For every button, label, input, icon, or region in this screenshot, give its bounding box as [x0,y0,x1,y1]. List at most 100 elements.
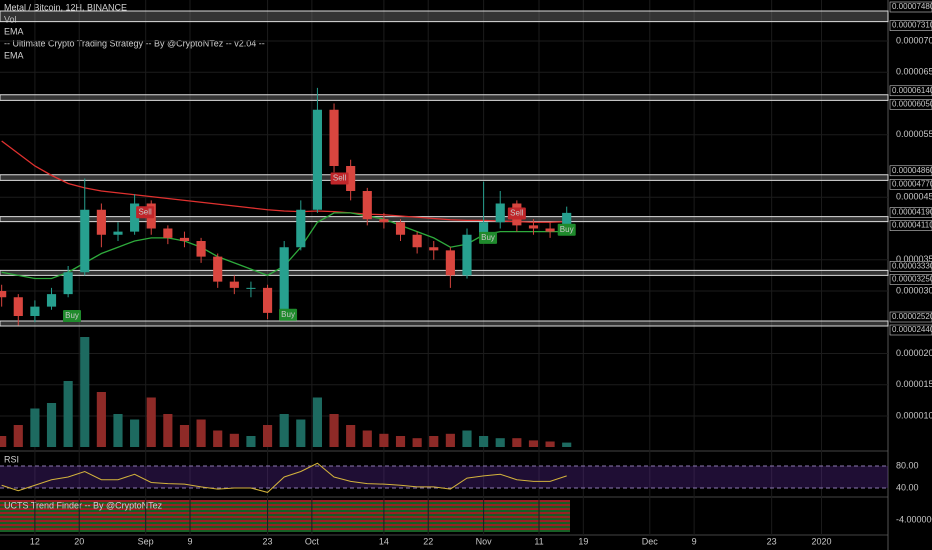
zone-label-box [889,324,932,336]
signal-label: Buy [560,225,574,234]
volume-bar [412,438,422,447]
candle-body [63,272,73,295]
volume-bar [113,414,123,447]
candle-body [13,297,23,316]
x-tick-label: 11 [534,536,543,546]
zone-label: 0.00004110 [892,221,932,230]
signal-box [136,206,155,219]
zone [0,94,889,101]
candle-body [0,291,7,298]
zone-label: 0.00004860 [892,166,932,175]
zone-label: 0.00002520 [892,312,932,321]
volume-bar [130,419,140,447]
zone-label-box [889,165,932,177]
zone-label-box [889,99,932,110]
x-tick-label: Nov [476,536,493,546]
candle-body [163,228,173,238]
y-tick-label: 40.00 [896,482,919,492]
zone [0,320,889,327]
candle-body [279,247,289,313]
volume-bar [30,408,40,447]
volume-bar [229,433,239,447]
volume-bar [196,419,206,447]
volume-bar [395,436,406,447]
signal-label: Buy [481,233,495,242]
candle-body [479,222,489,235]
y-tick-label: 0.00001500 [896,379,932,389]
volume-bar [545,441,555,447]
candle-body [113,231,123,235]
candle-body [46,294,57,307]
zone-label-box [889,261,932,272]
candle-body [362,191,372,220]
x-tick-label: Oct [305,536,320,546]
candle-body [296,209,306,248]
signal-box [479,231,498,244]
volume-bar [562,442,572,447]
volume-bar [429,436,439,447]
x-tick-label: Dec [642,536,659,546]
x-tick-label: 14 [379,536,389,546]
zone-label: 0.00007480 [892,2,932,11]
rsi-band [0,466,888,488]
y-tick-label: 0.00003000 [896,285,932,295]
y-tick-label: -4.00000000 [896,514,932,524]
volume-bar [13,425,23,447]
y-tick-label: 80.00 [896,460,919,470]
zone-label: 0.00006050 [892,99,932,108]
volume-bar [445,433,455,447]
zone-label: 0.00003250 [892,274,932,283]
candle-body [379,219,389,223]
volume-bar [296,419,306,447]
zone-label-box [889,207,932,218]
volume-bar [179,425,190,447]
volume-bar [362,430,372,447]
candle-body [395,222,406,235]
zone-label-box [889,20,932,31]
volume-bar [163,414,173,447]
volume-bar [246,436,256,447]
pane-label: RSI [4,454,19,464]
candle-body [445,250,455,276]
candle-body [528,225,539,229]
pane-label: UCTS Trend Finder -- By @CryptoNTez [4,500,163,510]
y-tick-label: 0.00005500 [896,129,932,139]
legend-entry: EMA [4,50,24,60]
x-tick-label: 9 [188,536,193,546]
x-tick-label: 9 [692,536,697,546]
candle-body [429,247,439,251]
candle-body [130,203,140,232]
x-tick-label: 23 [263,536,273,546]
candle-body [196,241,206,257]
candle-body [246,287,256,289]
zone-label: 0.00003330 [892,261,932,270]
zone-label-box [889,1,932,13]
zone-label: 0.00006140 [892,86,932,95]
x-tick-label: 23 [767,536,777,546]
y-tick-label: 0.00001000 [896,410,932,420]
candle-body [412,234,422,248]
candle-body [213,256,223,282]
volume-bar [262,425,273,447]
candle-body [346,166,356,191]
volume-bar [312,397,322,447]
volume-bar [495,438,505,447]
candle-body [312,109,322,210]
legend-entry: EMA [4,26,24,36]
x-tick-label: 19 [578,536,588,546]
volume-bar [462,430,472,447]
zone [0,10,889,23]
volume-bar [528,440,539,447]
volume-bar [63,381,73,447]
volume-bar [146,397,156,447]
candle-body [80,209,90,273]
legend-entry: Vol [4,14,17,24]
zone-label-box [889,85,932,97]
candle-body [545,228,555,232]
zone-label-box [889,311,932,323]
legend-entry: -- Ultimate Crypto Trading Strategy -- B… [4,38,265,48]
zone [0,174,889,181]
x-tick-label: 20 [74,536,84,546]
volume-bar [0,436,7,447]
